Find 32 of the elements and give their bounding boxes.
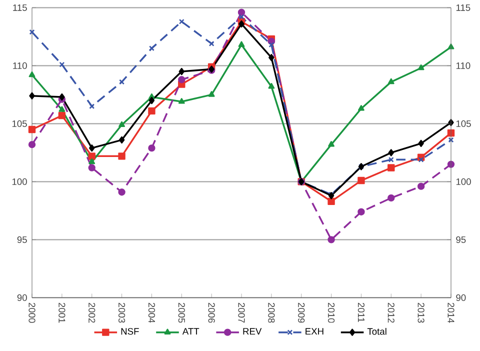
- x-tick-label: 2001: [58, 303, 66, 323]
- legend-label: NSF: [121, 328, 139, 335]
- x-tick-label: 2010: [328, 303, 335, 323]
- x-tick-label: 2014: [448, 303, 454, 324]
- legend-label: REV: [243, 328, 262, 335]
- y2-tick-label: 90: [456, 294, 466, 302]
- x-tick-label: 2003: [118, 303, 126, 323]
- y2-tick-label: 100: [456, 178, 471, 186]
- y-tick-label: 100: [12, 178, 27, 186]
- y-tick-label: 95: [17, 236, 27, 244]
- y-tick-label: 115: [13, 4, 27, 12]
- y-tick-label: 90: [17, 294, 27, 302]
- legend-label: Total: [367, 328, 386, 335]
- x-tick-label: 2008: [268, 303, 275, 323]
- x-tick-label: 2000: [28, 303, 36, 323]
- x-tick-label: 2011: [358, 303, 364, 322]
- y-tick-label: 105: [12, 120, 27, 128]
- x-tick-label: 2006: [208, 303, 215, 323]
- y2-tick-label: 95: [456, 236, 466, 244]
- x-tick-label: 2013: [418, 303, 424, 323]
- y-tick-label: 110: [13, 62, 27, 70]
- legend-label: EXH: [306, 328, 324, 335]
- x-tick-label: 2002: [88, 303, 96, 323]
- y2-tick-label: 110: [456, 62, 470, 70]
- x-tick-label: 2005: [178, 303, 185, 323]
- x-tick-label: 2007: [238, 303, 245, 323]
- x-tick-label: 2012: [388, 303, 394, 323]
- x-tick-label: 2004: [148, 303, 156, 324]
- legend-label: ATT: [182, 328, 200, 335]
- y2-tick-label: 115: [456, 4, 470, 12]
- y2-tick-label: 105: [456, 120, 471, 128]
- x-tick-label: 2009: [298, 303, 305, 323]
